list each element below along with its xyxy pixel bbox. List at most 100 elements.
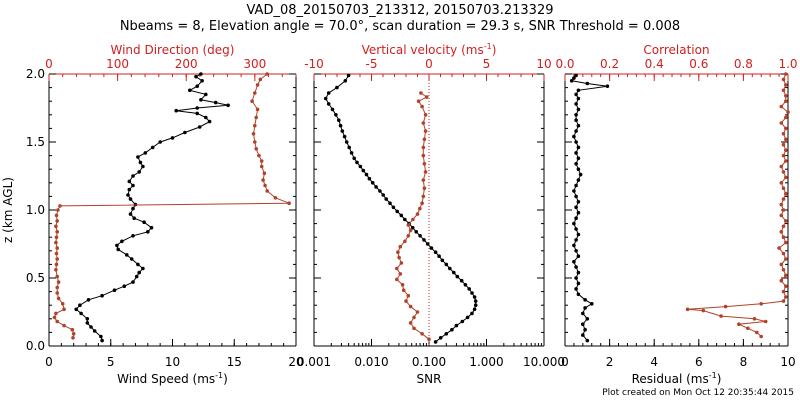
series-point-correlation [779, 278, 784, 283]
series-point-residual [574, 287, 578, 291]
series-point-wind-speed [174, 108, 178, 113]
series-point-vertical-velocity [412, 315, 416, 320]
x-bottom-tick-label: 0 [561, 355, 569, 369]
series-point-snr [418, 234, 422, 238]
series-point-correlation [781, 197, 786, 201]
y-tick-label: 1.5 [26, 135, 45, 149]
series-point-snr [364, 172, 369, 177]
series-point-residual [578, 172, 583, 177]
series-point-correlation [784, 137, 788, 142]
series-point-correlation [784, 191, 788, 196]
x-bottom-axis-label: SNR [417, 372, 442, 386]
series-point-correlation [784, 295, 788, 299]
x-bottom-tick-label: 2 [606, 355, 614, 369]
series-point-wind-direction [60, 302, 65, 306]
series-point-vertical-velocity [422, 162, 427, 166]
series-point-wind-speed [194, 74, 198, 79]
series-point-wind-direction [259, 159, 264, 163]
series-point-wind-speed [100, 293, 104, 298]
series-point-residual [574, 140, 578, 144]
series-point-wind-direction [265, 189, 270, 193]
series-point-correlation [786, 110, 790, 114]
series-point-vertical-velocity [403, 239, 407, 244]
series-point-wind-direction [56, 296, 61, 301]
series-point-vertical-velocity [421, 153, 426, 158]
series-point-correlation [784, 219, 788, 223]
series-point-correlation [784, 257, 788, 261]
series-point-correlation [781, 299, 786, 303]
series-point-wind-speed [207, 119, 212, 124]
series-point-correlation [752, 317, 757, 321]
series-point-wind-direction [263, 183, 267, 188]
series-point-residual [574, 205, 578, 210]
series-point-wind-speed [122, 284, 127, 289]
series-point-residual [583, 298, 587, 302]
series-point-vertical-velocity [422, 186, 427, 190]
series-point-correlation [784, 175, 788, 180]
series-point-snr [410, 225, 415, 230]
series-point-snr [463, 283, 468, 287]
series-point-correlation [746, 326, 750, 331]
series-point-vertical-velocity [397, 255, 401, 260]
series-point-correlation [779, 262, 784, 267]
series-point-snr [450, 327, 454, 332]
series-point-vertical-velocity [395, 277, 399, 282]
series-point-vertical-velocity [421, 145, 426, 150]
x-top-tick-label: 0 [425, 57, 433, 71]
series-point-vertical-velocity [415, 310, 420, 314]
series-point-vertical-velocity [411, 217, 415, 222]
x-top-axis-label: Correlation [643, 43, 709, 57]
figure-title-line2: Nbeams = 8, Elevation angle = 70.0°, sca… [120, 19, 680, 34]
series-point-snr [459, 278, 464, 283]
series-point-correlation [759, 302, 763, 306]
series-point-correlation [784, 115, 788, 120]
series-point-wind-speed [79, 311, 83, 316]
series-point-wind-speed [204, 115, 208, 120]
series-point-vertical-velocity [421, 121, 426, 125]
series-point-vertical-velocity [404, 299, 408, 303]
series-point-vertical-velocity [408, 228, 413, 233]
series-point-residual [576, 200, 581, 204]
series-point-snr [433, 340, 438, 344]
x-top-axis-label: Vertical velocity (ms-1) [362, 42, 497, 57]
series-point-correlation [781, 170, 786, 174]
series-point-vertical-velocity [406, 223, 411, 227]
series-point-vertical-velocity [412, 326, 416, 331]
series-point-snr [414, 230, 419, 234]
series-point-vertical-velocity [418, 206, 422, 211]
series-point-wind-speed [149, 225, 154, 230]
series-point-residual [585, 338, 590, 343]
series-point-snr [342, 134, 347, 139]
series-point-snr [472, 307, 477, 312]
series-point-wind-speed [183, 130, 187, 135]
x-top-tick-label: 10 [536, 57, 551, 71]
series-point-residual [583, 306, 587, 310]
series-point-residual [574, 151, 578, 155]
series-point-snr [437, 254, 441, 258]
series-point-residual [585, 317, 590, 321]
series-point-correlation [784, 148, 788, 152]
x-top-axis-label: Wind Direction (deg) [111, 43, 235, 57]
series-point-residual [576, 254, 581, 258]
series-line-wind-direction [53, 73, 290, 338]
panel-middle: 0.001 0.010 0.100 1.000 10.000 SNR -10 -5 0 5 10 Ve… [297, 42, 565, 386]
series-point-wind-direction [54, 213, 59, 218]
series-point-vertical-velocity [421, 178, 426, 182]
x-top-tick-label: 0.2 [600, 57, 619, 71]
series-point-vertical-velocity [395, 266, 399, 271]
series-point-snr [330, 107, 335, 112]
series-point-correlation [759, 334, 763, 339]
x-top-tick-label: 0.0 [555, 57, 574, 71]
series-point-wind-direction [54, 240, 58, 245]
series-point-wind-direction [56, 208, 60, 212]
series-point-residual [576, 270, 581, 275]
series-point-correlation [784, 94, 788, 98]
series-point-wind-direction [262, 171, 267, 176]
series-point-wind-speed [199, 72, 203, 76]
series-point-snr [472, 295, 477, 299]
series-point-residual [574, 129, 578, 133]
series-point-residual [574, 162, 578, 166]
series-point-residual [581, 322, 585, 327]
series-point-residual [576, 292, 581, 297]
